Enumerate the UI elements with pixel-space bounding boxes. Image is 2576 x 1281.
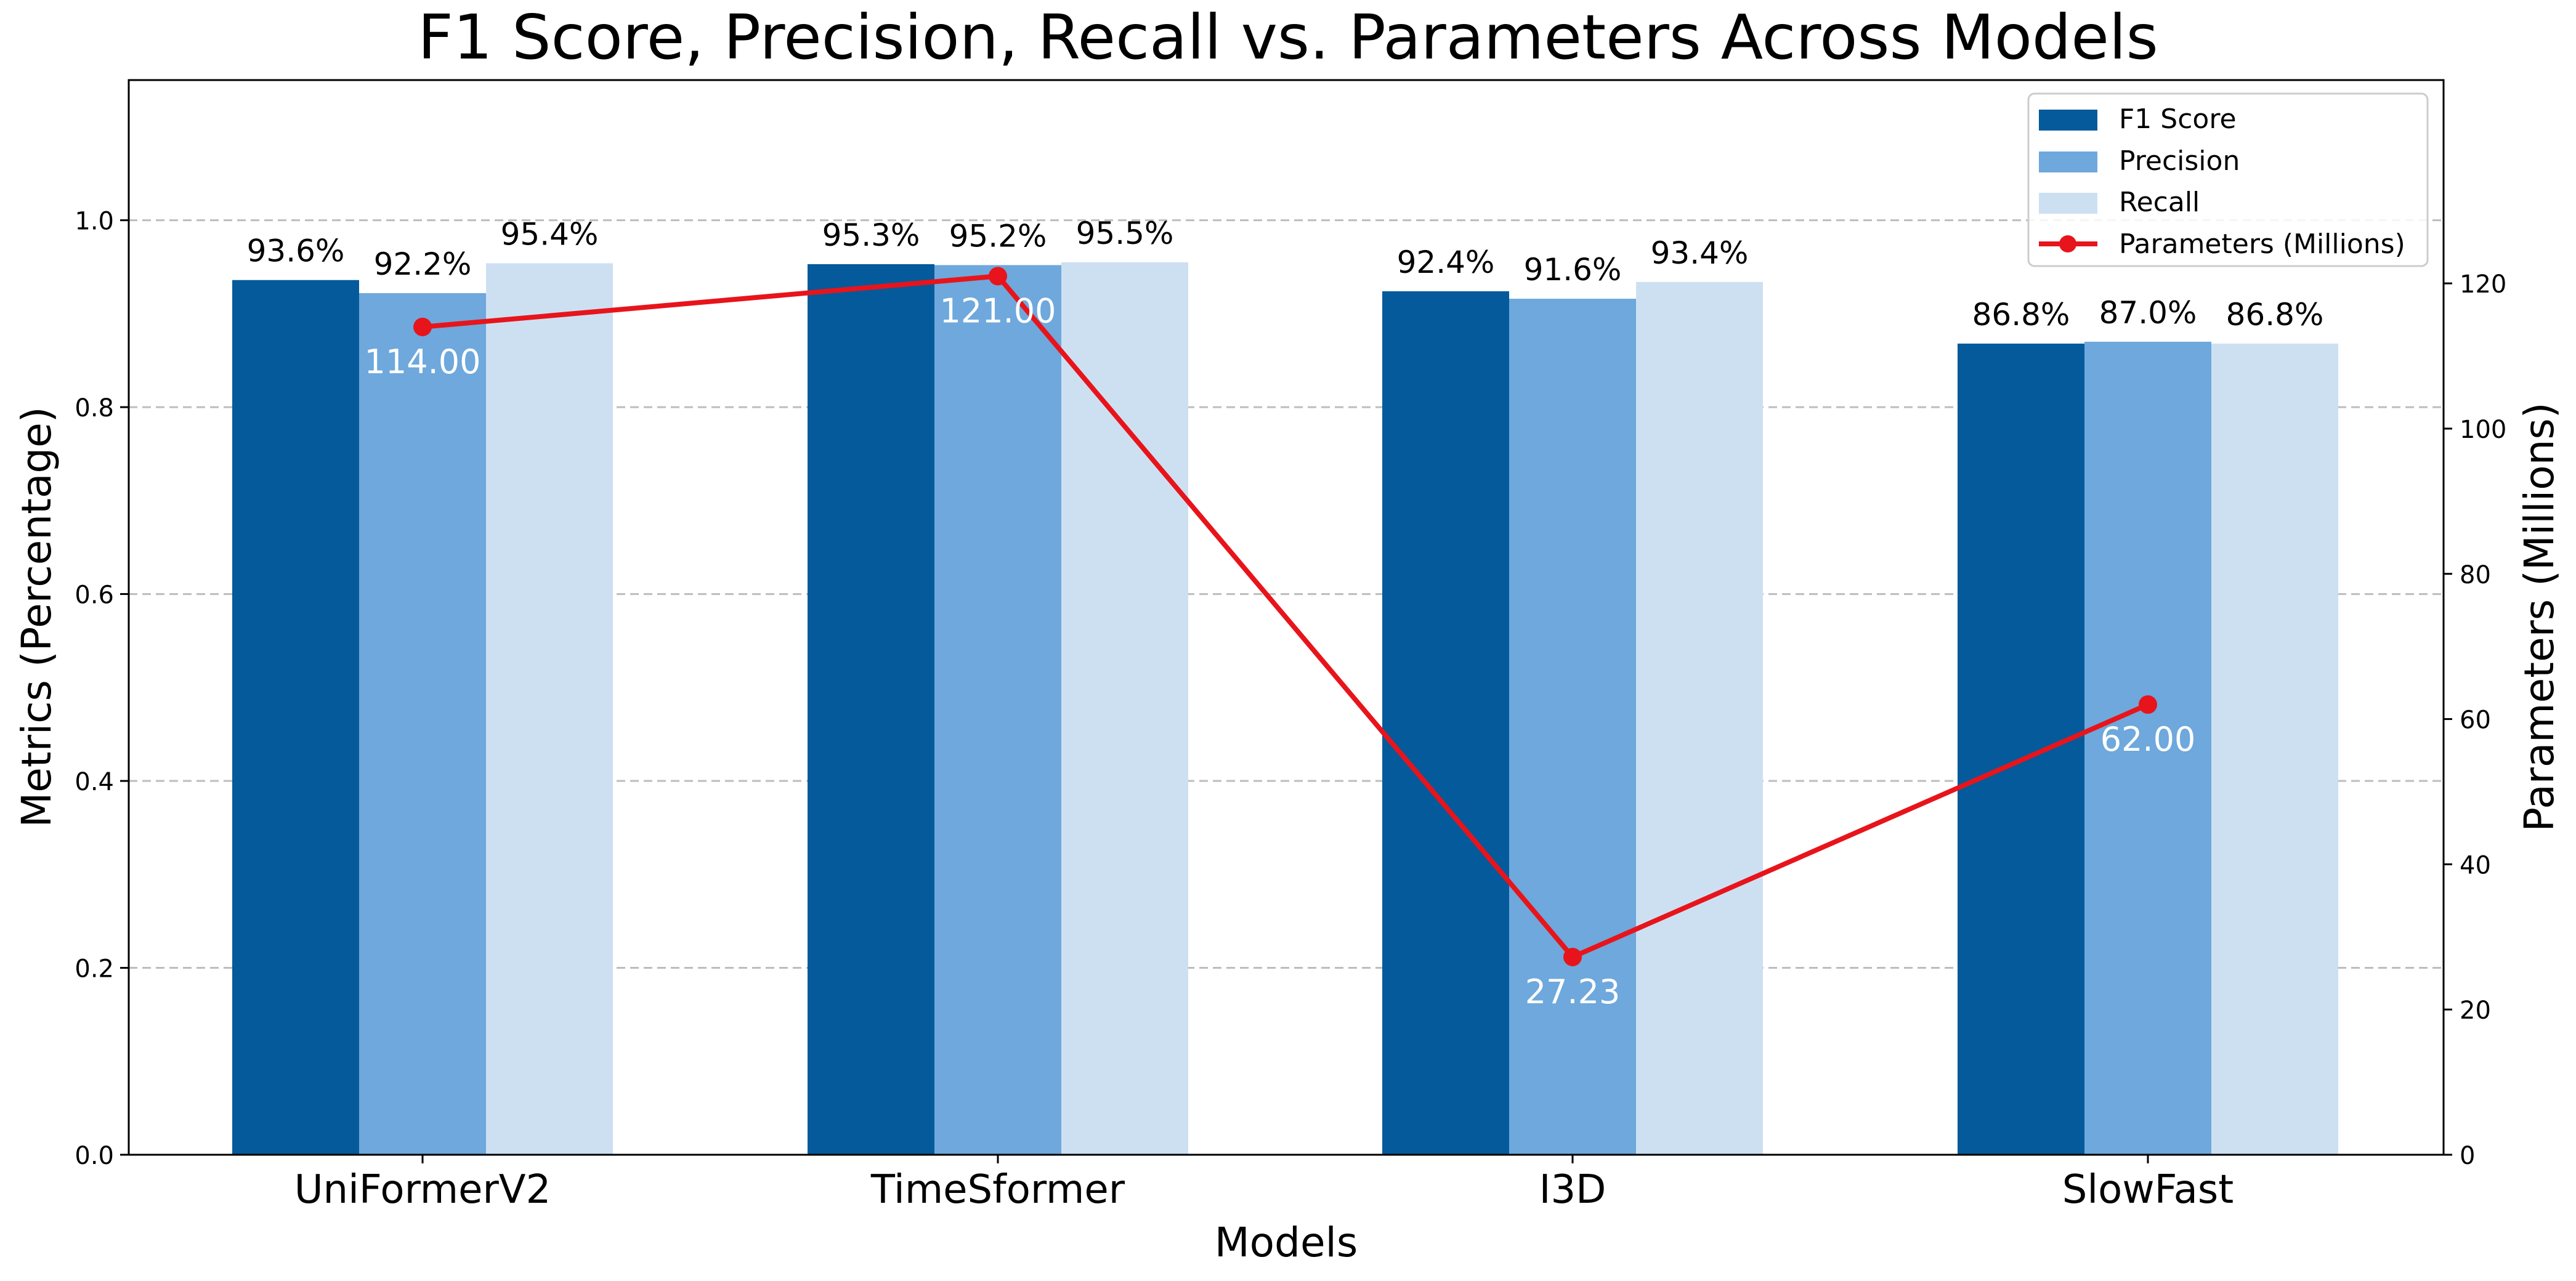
y-tick-label: 0.0 (75, 1142, 114, 1170)
parameters-value-label: 121.00 (940, 291, 1056, 330)
legend: F1 Score Precision Recall Parameters (Mi… (2027, 92, 2429, 267)
plot-frame (128, 79, 2445, 1156)
bar-value-label: 86.8% (2226, 297, 2324, 333)
y2-tick-label: 60 (2460, 706, 2491, 735)
y-tick-label: 0.6 (75, 581, 114, 610)
bar (232, 280, 359, 1155)
x-tick-label: I3D (1539, 1167, 1606, 1213)
x-tick-label: TimeSformer (870, 1167, 1125, 1213)
parameters-value-label: 27.23 (1525, 972, 1621, 1011)
bar-value-label: 93.4% (1651, 235, 1749, 271)
legend-box (2027, 92, 2429, 267)
bar (2084, 341, 2211, 1155)
parameters-line-path (422, 273, 2149, 960)
bar-value-label: 92.4% (1397, 244, 1495, 280)
parameters-point (1563, 947, 1582, 966)
bar-value-label: 93.6% (247, 233, 345, 269)
y2-tick-label: 100 (2460, 416, 2506, 444)
bar-value-labels: 93.6% 95.3% 92.4% 86.8% 92.2% 95.2% 91.6% 87.0%… (247, 216, 2324, 333)
parameters-line: 114.00 121.00 27.23 62.00 (365, 267, 2196, 1011)
bar (1061, 262, 1188, 1155)
legend-label-precision: Precision (2119, 145, 2240, 177)
y2-axis-label: Parameters (Millions) (2516, 402, 2563, 831)
y-tick-label: 0.4 (75, 768, 114, 796)
parameters-point (413, 317, 432, 336)
bar (2211, 343, 2338, 1155)
bar-value-label: 95.5% (1076, 216, 1174, 251)
y-tick-label: 0.8 (75, 394, 114, 422)
y-axis-label: Metrics (Percentage) (13, 406, 60, 827)
y2-tick-label: 0 (2460, 1142, 2475, 1170)
legend-label-f1: F1 Score (2119, 103, 2237, 135)
right-axis-ticks: 0 20 40 60 80 100 120 (2444, 270, 2506, 1170)
legend-swatch-params-marker (2059, 235, 2076, 253)
bar (934, 265, 1061, 1155)
bar (1636, 281, 1763, 1155)
parameters-value-label: 62.00 (2100, 720, 2196, 759)
bar-value-label: 92.2% (374, 246, 472, 282)
parameters-point (2139, 695, 2157, 714)
bar (1958, 343, 2084, 1155)
bar-value-label: 91.6% (1524, 252, 1622, 288)
bar (359, 293, 486, 1155)
legend-label-params: Parameters (Millions) (2119, 228, 2405, 260)
chart-title: F1 Score, Precision, Recall vs. Paramete… (418, 1, 2158, 73)
y-tick-label: 1.0 (75, 208, 114, 236)
bars (232, 262, 2338, 1155)
bar (1509, 299, 1636, 1155)
legend-swatch-f1 (2039, 110, 2097, 131)
y2-tick-label: 120 (2460, 270, 2506, 299)
legend-swatch-recall (2039, 193, 2097, 214)
parameters-value-label: 114.00 (365, 342, 481, 381)
bar (808, 264, 934, 1155)
y2-tick-label: 80 (2460, 561, 2491, 589)
bar-value-label: 95.3% (822, 217, 920, 253)
y-tick-label: 0.2 (75, 955, 114, 984)
x-axis-label: Models (1215, 1219, 1358, 1266)
bar (486, 263, 613, 1155)
parameters-point (989, 267, 1007, 286)
x-tick-label: SlowFast (2062, 1167, 2234, 1213)
x-tick-label: UniFormerV2 (294, 1167, 551, 1213)
legend-label-recall: Recall (2119, 187, 2200, 218)
bar-value-label: 87.0% (2099, 295, 2197, 331)
x-axis-ticks: UniFormerV2 TimeSformer I3D SlowFast (294, 1155, 2234, 1213)
y2-tick-label: 20 (2460, 996, 2491, 1025)
left-axis-ticks: 0.0 0.2 0.4 0.6 0.8 1.0 (75, 208, 129, 1170)
legend-swatch-precision (2039, 152, 2097, 172)
bar-value-label: 86.8% (1972, 297, 2070, 333)
bar (1382, 291, 1509, 1155)
y2-tick-label: 40 (2460, 851, 2491, 879)
bar-value-label: 95.2% (949, 218, 1047, 254)
bar-value-label: 95.4% (501, 216, 599, 252)
